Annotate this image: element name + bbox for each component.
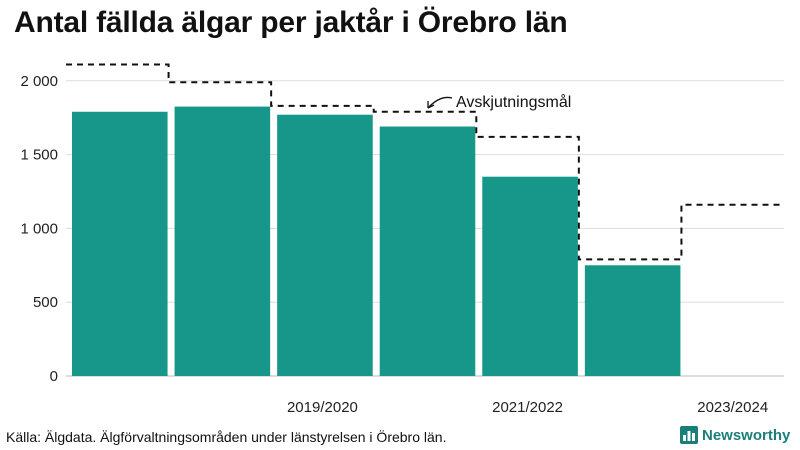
brand-logo[interactable]: Newsworthy <box>680 426 790 444</box>
annotation: Avskjutningsmål <box>427 93 571 111</box>
bar <box>174 106 271 376</box>
bar <box>72 111 168 376</box>
y-tick-label: 2 000 <box>20 73 58 90</box>
x-tick-label: 2019/2020 <box>287 399 358 416</box>
x-tick-label: 2023/2024 <box>697 399 768 416</box>
bar <box>482 176 578 376</box>
source-note: Källa: Älgdata. Älgförvaltningsområden u… <box>6 429 447 445</box>
target-step-line <box>66 63 784 261</box>
y-tick-label: 500 <box>33 294 58 311</box>
x-axis-ticks: 2019/2020 2021/2022 2023/2024 <box>287 399 768 416</box>
annotation-arrowhead <box>427 101 435 109</box>
brand-name: Newsworthy <box>702 426 791 444</box>
chart-title: Antal fällda älgar per jaktår i Örebro l… <box>14 6 568 39</box>
y-axis-ticks: 0 500 1 000 1 500 2 000 <box>20 73 58 385</box>
annotation-arrow <box>427 96 453 109</box>
y-tick-label: 1 000 <box>20 220 58 237</box>
y-tick-label: 0 <box>50 368 58 385</box>
bar-chart-logo-icon <box>680 426 698 444</box>
bar <box>584 265 681 376</box>
target-line <box>66 63 784 261</box>
bar <box>277 114 373 376</box>
bars <box>72 106 681 377</box>
y-tick-label: 1 500 <box>20 147 58 164</box>
x-tick-label: 2021/2022 <box>492 399 563 416</box>
annotation-label: Avskjutningsmål <box>456 93 571 111</box>
bar <box>379 126 476 377</box>
